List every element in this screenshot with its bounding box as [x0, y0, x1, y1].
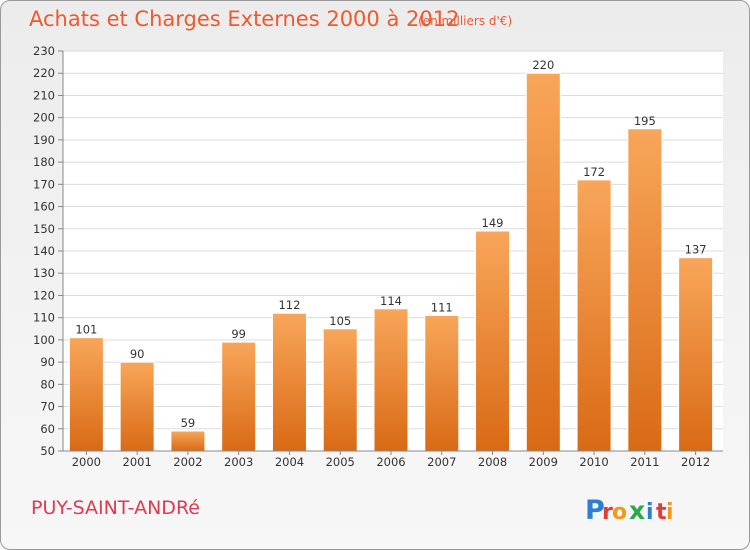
proxiti-logo: Pr o x i t i: [585, 495, 674, 526]
bar-value-label: 59: [181, 416, 196, 430]
x-tick-label: 2002: [173, 455, 202, 469]
bar-value-label: 137: [685, 243, 707, 257]
chart-title: Achats et Charges Externes 2000 à 2012: [29, 7, 460, 31]
x-tick-label: 2001: [123, 455, 152, 469]
y-tick-label: 140: [33, 244, 55, 258]
y-tick-label: 220: [33, 66, 55, 80]
y-tick-label: 190: [33, 133, 55, 147]
bar-value-label: 149: [482, 216, 504, 230]
logo-letter: t: [656, 500, 667, 525]
x-tick-label: 2012: [681, 455, 710, 469]
bar: [475, 230, 511, 452]
x-tick-label: 2007: [427, 455, 456, 469]
bar-value-label: 90: [130, 347, 145, 361]
y-tick-label: 70: [40, 400, 55, 414]
x-tick-label: 2003: [224, 455, 253, 469]
y-tick-label: 100: [33, 333, 55, 347]
bar-value-label: 220: [532, 58, 554, 72]
x-tick-label: 2009: [529, 455, 558, 469]
bar-value-label: 172: [583, 165, 605, 179]
bar-value-label: 114: [380, 294, 402, 308]
y-tick-label: 150: [33, 222, 55, 236]
y-tick-label: 50: [40, 444, 55, 458]
bar: [576, 179, 612, 452]
x-tick-label: 2010: [579, 455, 608, 469]
bar: [373, 308, 409, 452]
x-tick-label: 2004: [275, 455, 304, 469]
x-tick-label: 2000: [72, 455, 101, 469]
bar: [627, 128, 663, 452]
y-tick-label: 120: [33, 288, 55, 302]
x-tick-label: 2011: [630, 455, 659, 469]
bar-value-label: 195: [634, 114, 656, 128]
bar: [678, 257, 714, 452]
bar-value-label: 101: [75, 323, 97, 337]
bar: [170, 430, 206, 452]
place-name: PUY-SAINT-ANDRé: [31, 497, 200, 519]
y-tick-label: 110: [33, 311, 55, 325]
logo-letter: P: [585, 495, 605, 526]
bar-value-label: 112: [278, 298, 300, 312]
chart-unit: (en milliers d'€): [418, 14, 513, 28]
y-tick-label: 170: [33, 177, 55, 191]
y-tick-label: 90: [40, 355, 55, 369]
x-tick-label: 2005: [326, 455, 355, 469]
logo-letter: x: [629, 496, 645, 525]
bar-value-label: 99: [231, 327, 246, 341]
y-tick-label: 210: [33, 88, 55, 102]
logo-letter: i: [646, 500, 654, 525]
bar: [119, 361, 155, 452]
bar-value-label: 111: [431, 300, 453, 314]
logo-letter: o: [612, 500, 627, 525]
y-tick-label: 200: [33, 111, 55, 125]
x-tick-label: 2006: [376, 455, 405, 469]
bar: [221, 341, 257, 452]
bar: [525, 72, 561, 452]
y-tick-label: 60: [40, 422, 55, 436]
bar: [322, 328, 358, 452]
x-tick-label: 2008: [478, 455, 507, 469]
bar-value-label: 105: [329, 314, 351, 328]
y-tick-label: 230: [33, 44, 55, 58]
y-tick-label: 180: [33, 155, 55, 169]
bar: [271, 312, 307, 452]
y-tick-label: 130: [33, 266, 55, 280]
logo-letter: r: [602, 500, 613, 525]
bar: [424, 314, 460, 452]
y-tick-label: 160: [33, 200, 55, 214]
logo-letter: i: [666, 500, 674, 525]
bar: [68, 337, 104, 452]
y-tick-label: 80: [40, 377, 55, 391]
